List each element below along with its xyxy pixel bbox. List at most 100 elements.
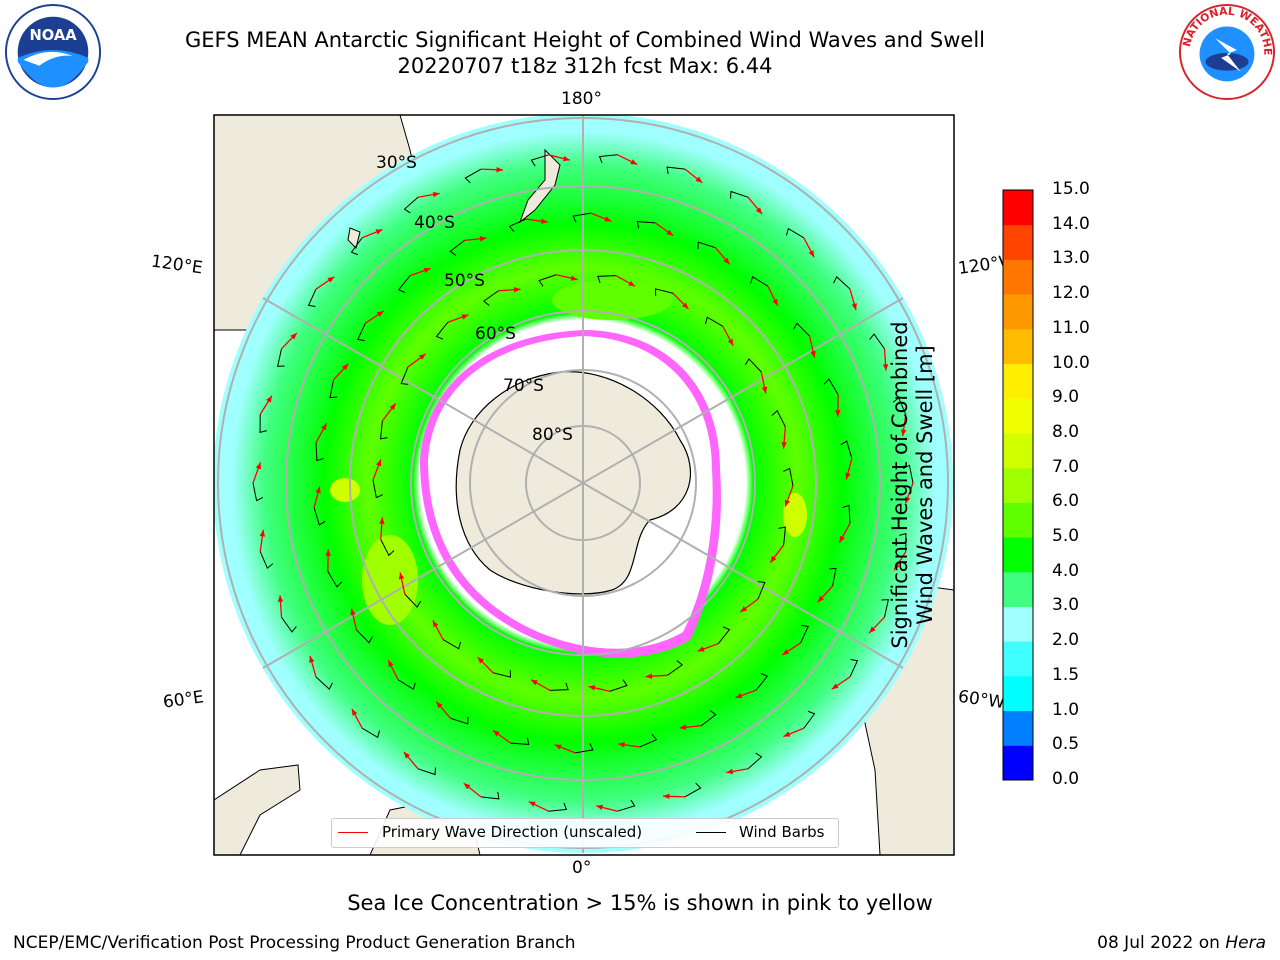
wind-barb <box>842 504 851 524</box>
arrow-head <box>735 692 743 699</box>
arrow-head <box>259 529 266 537</box>
colorbar-segment <box>1003 363 1033 399</box>
legend-wind-barbs: Wind Barbs <box>739 823 825 841</box>
wind-barb <box>435 322 449 340</box>
wind-barb <box>636 221 656 229</box>
wind-barb <box>404 593 422 608</box>
arrow-head <box>596 804 604 811</box>
chart-title: GEFS MEAN Antarctic Significant Height o… <box>184 28 986 52</box>
wind-barb <box>575 743 594 754</box>
new-zealand-land <box>518 148 561 224</box>
legend-primary-wave: Primary Wave Direction (unscaled) <box>382 823 643 841</box>
wind-barb <box>902 464 914 484</box>
wind-barb <box>869 333 885 350</box>
colorbar-tick-label: 9.0 <box>1052 387 1080 408</box>
wind-barb <box>417 767 436 776</box>
arrow-head <box>436 701 443 709</box>
arrow-head <box>645 673 653 679</box>
wave-arrows <box>252 154 914 812</box>
wind-barb <box>259 414 267 434</box>
arrow-head <box>325 549 331 556</box>
arrow-head <box>562 155 570 162</box>
nws-logo: NATIONAL WEATHER SERVICE <box>1178 3 1276 101</box>
colorbar-tick-label: 10.0 <box>1052 352 1090 373</box>
arrow-head <box>432 620 439 628</box>
arrow-head <box>255 462 261 470</box>
colorbar-tick-label: 8.0 <box>1052 421 1080 442</box>
wind-barb <box>833 276 851 290</box>
colorbar-tick-label: 6.0 <box>1052 491 1080 512</box>
arrow-head <box>570 275 578 281</box>
arrow-head <box>695 176 703 183</box>
footer-branch: NCEP/EMC/Verification Post Processing Pr… <box>13 933 576 953</box>
wind-barb <box>482 290 499 306</box>
colorbar-tick-label: 7.0 <box>1052 456 1080 477</box>
wind-barb <box>259 551 274 569</box>
africa-land <box>214 764 301 855</box>
arrow-head <box>309 655 315 663</box>
arrow-head <box>783 731 791 737</box>
arrow-head <box>327 276 335 283</box>
wind-barb <box>357 322 366 342</box>
arrow-head <box>810 350 816 358</box>
colorbar-tick-label: 4.0 <box>1052 560 1080 581</box>
arrow-head <box>817 595 825 603</box>
map-legend: Primary Wave Direction (unscaled) Wind B… <box>331 818 839 848</box>
colorbar-tick-label: 11.0 <box>1052 317 1090 338</box>
footer-date: 08 Jul 2022 on Hera <box>1097 933 1266 953</box>
sea-ice-note: Sea Ice Concentration > 15% is shown in … <box>347 891 933 915</box>
wind-barb <box>771 409 786 427</box>
wind-barb <box>800 624 809 644</box>
wind-barb <box>400 366 409 385</box>
arrow-head <box>755 207 763 215</box>
wind-barb <box>315 442 324 462</box>
arrow-head <box>290 332 297 340</box>
arrow-head <box>894 563 900 571</box>
arrow-head <box>477 657 485 664</box>
colorbar-tick-label: 5.0 <box>1052 526 1080 547</box>
arrow-head <box>398 572 405 580</box>
wind-barb <box>598 154 618 164</box>
colorbar-tick-label: 1.0 <box>1052 699 1080 720</box>
arrow-head <box>492 730 500 737</box>
legend-barb-swatch <box>696 832 726 833</box>
arrow-head <box>479 236 487 242</box>
colorbar-tick-label: 15.0 <box>1052 179 1090 199</box>
arrow-head <box>388 660 394 668</box>
arrow-head <box>784 499 790 507</box>
wind-barb <box>276 348 285 367</box>
arrow-head <box>266 395 272 403</box>
arrow-head <box>376 459 382 467</box>
colorbar-segment <box>1003 710 1033 746</box>
colorbar-segment <box>1003 190 1033 226</box>
colorbar-segment <box>1003 537 1033 573</box>
arrow-head <box>403 751 411 759</box>
wind-barb <box>750 275 769 287</box>
wind-barb <box>327 571 343 588</box>
arrow-head <box>727 338 734 346</box>
wind-barb <box>397 679 416 691</box>
arrow-head <box>723 257 730 265</box>
wind-barb <box>329 379 338 399</box>
colorbar-segment <box>1003 641 1033 677</box>
arrow-head <box>513 287 521 293</box>
arrow-head <box>900 429 907 437</box>
arrow-head <box>808 250 815 258</box>
colorbar-segment <box>1003 432 1033 469</box>
wind-barb <box>786 227 805 239</box>
arrow-head <box>530 679 538 686</box>
arrow-head <box>588 685 596 691</box>
lat-label-60s: 60°S <box>475 324 516 344</box>
colorbar-tick-label: 1.5 <box>1052 664 1080 685</box>
wind-barb <box>899 532 907 552</box>
colorbar-segment <box>1003 294 1033 330</box>
wind-barb <box>492 670 512 678</box>
arrow-head <box>528 801 536 807</box>
arrow-head <box>740 606 748 613</box>
arrow-head <box>389 403 396 411</box>
wind-barb <box>510 737 530 745</box>
wind-barb <box>361 727 380 739</box>
arrow-head <box>770 555 777 563</box>
arrow-head <box>604 216 612 222</box>
arrow-head <box>351 708 358 716</box>
